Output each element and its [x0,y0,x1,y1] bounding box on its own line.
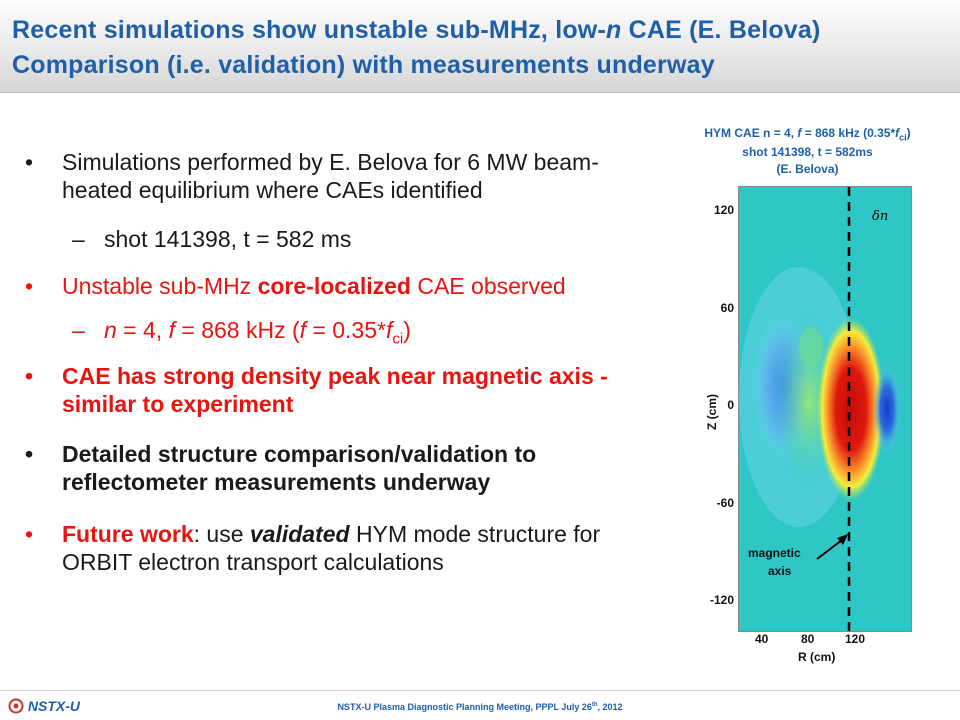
green-blob [799,327,823,367]
footer-meeting: NSTX-U Plasma Diagnostic Planning Meetin… [337,702,623,712]
contour-image: δn [739,187,911,631]
x-axis-title: R (cm) [798,650,836,664]
annotation-arrowhead [837,534,848,545]
x-tick-40: 40 [755,632,769,646]
x-tick-120: 120 [845,632,866,646]
slide-title-line2: Comparison (i.e. validation) with measur… [12,51,715,79]
annotation-axis: axis [768,564,792,578]
x-tick-80: 80 [801,632,815,646]
y-tick-120: 120 [713,203,734,217]
figure-caption-line3: (E. Belova) [776,162,839,176]
density-peak [817,317,885,501]
title-bar: Recent simulations show unstable sub-MHz… [0,0,960,93]
figure-caption-line1: HYM CAE n = 4, f = 868 kHz (0.35*fci) [704,126,911,143]
slide-title-line1: Recent simulations show unstable sub-MHz… [12,16,821,44]
nstx-logo-icon [8,698,24,714]
figure-caption-line2: shot 141398, t = 582ms [742,145,873,159]
footer-divider [0,690,960,691]
annotation-magnetic: magnetic [748,546,801,560]
y-tick-minus60: -60 [716,496,734,510]
y-tick-minus120: -120 [709,593,734,607]
footer-logo: NSTX-U [8,698,80,714]
right-blue-lobe [873,364,901,454]
delta-n-label: δn [872,209,888,224]
y-tick-0: 0 [727,398,734,412]
contour-plot: δn [738,186,912,632]
y-axis-title: Z (cm) [705,394,719,430]
y-tick-60: 60 [720,301,734,315]
